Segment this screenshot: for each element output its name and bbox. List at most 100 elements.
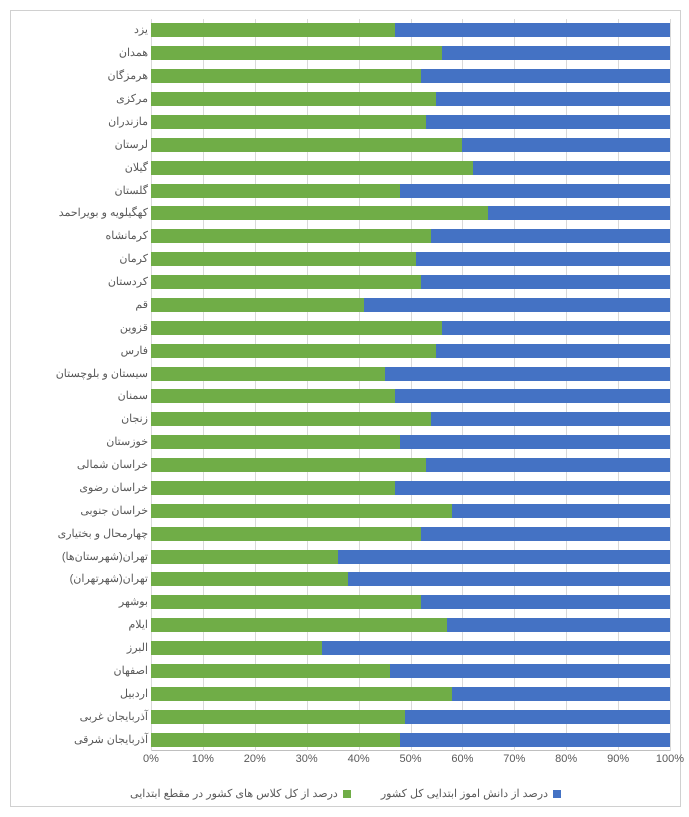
bar-row xyxy=(151,664,670,678)
y-axis-label: کرمان xyxy=(13,252,148,266)
bar-segment-green xyxy=(151,412,431,426)
bar-segment-green xyxy=(151,641,322,655)
bar-segment-blue xyxy=(364,298,670,312)
y-axis-label: لرستان xyxy=(13,138,148,152)
bar-row xyxy=(151,46,670,60)
bar-segment-green xyxy=(151,275,421,289)
y-axis-label: هرمزگان xyxy=(13,69,148,83)
bar-segment-green xyxy=(151,504,452,518)
legend-label-green: درصد از کل کلاس های کشور در مقطع ابتدایی xyxy=(130,787,338,800)
bar-segment-blue xyxy=(400,184,670,198)
y-axis-label: گلستان xyxy=(13,184,148,198)
y-axis-label: کرمانشاه xyxy=(13,229,148,243)
y-axis-label: خراسان شمالی xyxy=(13,458,148,472)
bar-row xyxy=(151,321,670,335)
bar-segment-green xyxy=(151,618,447,632)
legend-swatch-blue xyxy=(553,790,561,798)
x-axis-tick: 60% xyxy=(451,753,473,765)
bar-segment-green xyxy=(151,710,405,724)
bar-segment-green xyxy=(151,344,436,358)
bar-row xyxy=(151,252,670,266)
plot-area xyxy=(151,19,670,751)
y-axis-label: کهگیلویه و بویراحمد xyxy=(13,206,148,220)
y-axis-label: ایلام xyxy=(13,618,148,632)
bar-row xyxy=(151,412,670,426)
bar-segment-green xyxy=(151,481,395,495)
x-axis: 0%10%20%30%40%50%60%70%80%90%100% xyxy=(151,753,670,768)
bar-segment-green xyxy=(151,435,400,449)
bar-segment-blue xyxy=(421,595,670,609)
bar-segment-green xyxy=(151,572,348,586)
x-axis-tick: 20% xyxy=(244,753,266,765)
bar-row xyxy=(151,527,670,541)
x-axis-tick: 0% xyxy=(143,753,159,765)
bar-segment-green xyxy=(151,184,400,198)
bar-segment-blue xyxy=(395,23,670,37)
y-axis-label: قزوین xyxy=(13,321,148,335)
bar-row xyxy=(151,138,670,152)
bar-row xyxy=(151,23,670,37)
bar-segment-blue xyxy=(426,458,670,472)
bar-segment-green xyxy=(151,161,473,175)
y-axis-label: خراسان رضوی xyxy=(13,481,148,495)
bar-row xyxy=(151,389,670,403)
bar-row xyxy=(151,618,670,632)
bar-segment-green xyxy=(151,138,462,152)
bar-segment-green xyxy=(151,687,452,701)
bar-segment-green xyxy=(151,458,426,472)
bar-segment-green xyxy=(151,92,436,106)
bar-segment-blue xyxy=(400,733,670,747)
bar-row xyxy=(151,435,670,449)
bar-segment-blue xyxy=(431,412,670,426)
x-axis-tick: 50% xyxy=(399,753,421,765)
y-axis-label: یزد xyxy=(13,23,148,37)
bar-segment-green xyxy=(151,527,421,541)
y-axis-label: همدان xyxy=(13,46,148,60)
x-axis-tick: 90% xyxy=(607,753,629,765)
bar-row xyxy=(151,641,670,655)
y-axis-label: آذربایجان شرقی xyxy=(13,733,148,747)
bar-segment-blue xyxy=(447,618,670,632)
bar-segment-green xyxy=(151,69,421,83)
bar-segment-blue xyxy=(405,710,670,724)
bar-row xyxy=(151,595,670,609)
gridline xyxy=(670,19,671,751)
bar-segment-blue xyxy=(421,527,670,541)
x-axis-tick: 100% xyxy=(656,753,684,765)
y-axis-label: تهران(شهرستان‌ها) xyxy=(13,550,148,564)
y-axis-label: چهارمحال و بختیاری xyxy=(13,527,148,541)
legend-item-blue: درصد از دانش اموز ابتدایی کل کشور xyxy=(381,787,561,800)
legend-swatch-green xyxy=(343,790,351,798)
bar-segment-green xyxy=(151,595,421,609)
bar-segment-blue xyxy=(442,321,670,335)
bar-segment-blue xyxy=(416,252,670,266)
bar-segment-green xyxy=(151,115,426,129)
y-axis-label: تهران(شهرتهران) xyxy=(13,572,148,586)
y-axis-label: بوشهر xyxy=(13,595,148,609)
bar-segment-blue xyxy=(452,687,670,701)
bar-row xyxy=(151,206,670,220)
bar-segment-blue xyxy=(421,275,670,289)
y-axis-label: کردستان xyxy=(13,275,148,289)
bar-segment-green xyxy=(151,367,385,381)
bar-segment-blue xyxy=(395,481,670,495)
bar-segment-blue xyxy=(473,161,670,175)
bar-segment-blue xyxy=(385,367,670,381)
y-axis-label: مازندران xyxy=(13,115,148,129)
bar-row xyxy=(151,481,670,495)
legend: درصد از دانش اموز ابتدایی کل کشور درصد ا… xyxy=(11,787,680,800)
y-axis-label: اردبیل xyxy=(13,687,148,701)
bar-row xyxy=(151,184,670,198)
bar-row xyxy=(151,115,670,129)
bar-row xyxy=(151,344,670,358)
stacked-bar-chart: 0%10%20%30%40%50%60%70%80%90%100% درصد ا… xyxy=(10,10,681,807)
y-axis-label: البرز xyxy=(13,641,148,655)
bar-segment-blue xyxy=(442,46,670,60)
bar-segment-green xyxy=(151,733,400,747)
x-axis-tick: 80% xyxy=(555,753,577,765)
bar-segment-green xyxy=(151,298,364,312)
bar-segment-blue xyxy=(436,92,670,106)
y-axis-label: آذربایجان غربی xyxy=(13,710,148,724)
y-axis-label: اصفهان xyxy=(13,664,148,678)
bar-segment-blue xyxy=(436,344,670,358)
